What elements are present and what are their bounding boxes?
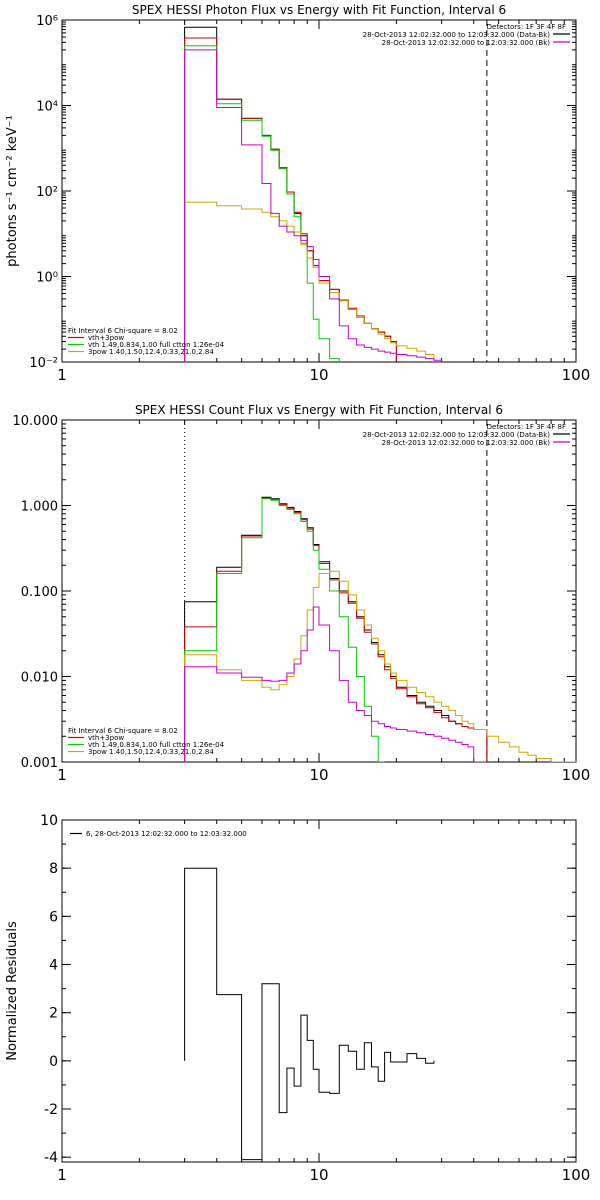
x-tick-label: 100 (562, 766, 591, 784)
y-axis-label: Normalized Residuals (5, 921, 20, 1061)
y-tick-label: 1.000 (21, 500, 58, 515)
series-vth-3pow (184, 497, 488, 762)
plot-frame (61, 819, 577, 1163)
series-bk (184, 606, 487, 762)
legend-entry: 28-Oct-2013 12:02:32.000 to 12:03:32.000… (382, 39, 551, 47)
y-tick-label: 0.010 (21, 671, 58, 686)
legend-entry: 28-Oct-2013 12:02:32.000 to 12:03:32.000… (363, 31, 551, 39)
y-tick-label: 10⁴ (36, 100, 58, 115)
y-tick-label: 10⁰ (36, 271, 58, 286)
y-tick-label: 0.001 (21, 756, 58, 771)
x-tick-label: 10 (309, 1166, 328, 1184)
chart-title: SPEX HESSI Count Flux vs Energy with Fit… (135, 403, 503, 417)
panel-2: SPEX HESSI Count Flux vs Energy with Fit… (13, 403, 591, 784)
legend-entry: vth 1.49,0.834,1.00 full ctton 1.26e-04 (88, 741, 225, 749)
legend-entry: vth 1.49,0.834,1.00 full ctton 1.26e-04 (88, 341, 225, 349)
x-tick-label: 100 (562, 366, 591, 384)
panel-1: SPEX HESSI Photon Flux vs Energy with Fi… (5, 3, 590, 384)
y-tick-label: 6 (49, 909, 58, 925)
y-tick-label: 10² (36, 185, 58, 200)
y-axis-label: photons s⁻¹ cm⁻² keV⁻¹ (5, 115, 20, 267)
data-area (184, 420, 576, 762)
y-tick-label: 4 (49, 958, 58, 974)
y-tick-label: 0 (49, 1054, 58, 1070)
legend-entry: 6, 28-Oct-2013 12:02:32.000 to 12:03:32.… (86, 830, 247, 838)
legend-entry: 28-Oct-2013 12:02:32.000 to 12:03:32.000… (382, 439, 551, 447)
series-vth (184, 45, 340, 362)
series-vth (184, 498, 385, 762)
x-tick-label: 1 (57, 366, 67, 384)
series-3pow (184, 570, 576, 762)
plot-frame (61, 419, 577, 763)
y-tick-label: 0.100 (21, 585, 58, 600)
y-tick-label: -2 (44, 1102, 58, 1118)
series-data-bk (184, 496, 488, 762)
x-tick-label: 1 (57, 1166, 67, 1184)
series-3pow (184, 201, 435, 362)
x-tick-label: 100 (562, 1166, 591, 1184)
legend-entry: Fit Interval 6 Chi-square = 8.02 (68, 327, 178, 335)
x-tick-label: 10 (309, 366, 328, 384)
data-area (184, 867, 435, 1161)
x-tick-label: 1 (57, 766, 67, 784)
legend-entry: vth+3pow (88, 734, 124, 742)
legend-entry: Fit Interval 6 Chi-square = 8.02 (68, 727, 178, 735)
legend-entry: 3pow 1.40,1.50,12.4,0.33,21.0,2.84 (88, 748, 214, 756)
y-tick-label: 10.000 (13, 414, 59, 429)
panel-3: 1 10 100 -4 -2 0 2 4 6 8 10 Normalized Residuals 6, … (5, 813, 590, 1184)
chart-title: SPEX HESSI Photon Flux vs Energy with Fi… (132, 3, 506, 17)
y-tick-label: 10 (40, 813, 58, 829)
data-area (184, 20, 488, 362)
legend-entry: 3pow 1.40,1.50,12.4,0.33,21.0,2.84 (88, 348, 214, 356)
legend-entry: vth+3pow (88, 334, 124, 342)
series-6-28-oct-2013-12-02-32-0 (184, 867, 435, 1161)
y-tick-label: 8 (49, 861, 58, 877)
plot-frame (61, 19, 577, 363)
series-bk (184, 49, 443, 362)
x-tick-label: 10 (309, 766, 328, 784)
legend-entry: 28-Oct-2013 12:02:32.000 to 12:03:32.000… (363, 431, 551, 439)
legend-entry: Detectors: 1F 3F 4F 8F (487, 23, 566, 31)
y-tick-label: 2 (49, 1006, 58, 1022)
y-tick-label: 10⁶ (36, 14, 58, 29)
legend-entry: Detectors: 1F 3F 4F 8F (487, 423, 566, 431)
y-tick-label: -4 (44, 1150, 58, 1166)
y-tick-label: 10⁻² (29, 356, 58, 371)
